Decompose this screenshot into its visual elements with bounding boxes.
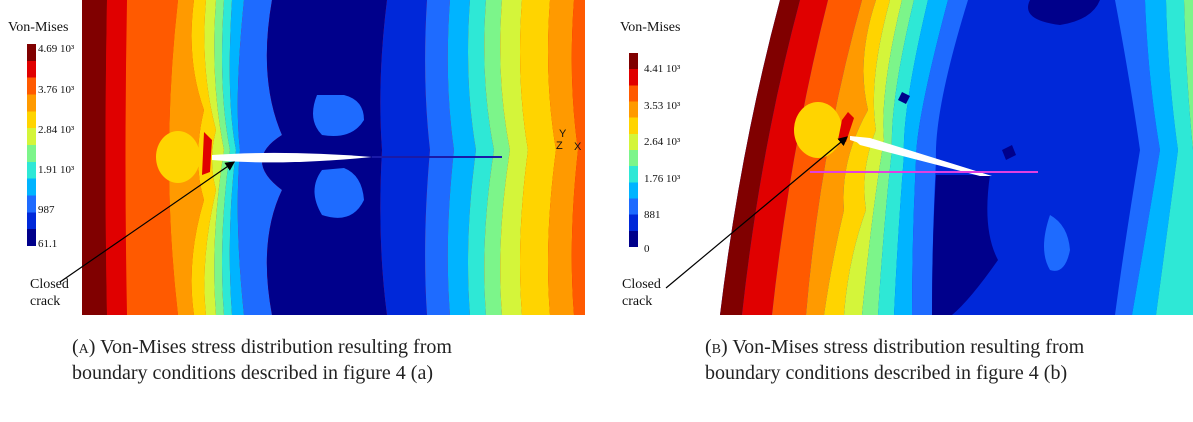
legend-tick-a-1: 4.69 10³ — [38, 43, 75, 55]
legend-title-b: Von-Mises — [620, 20, 681, 35]
legend-tick-a-4: 1.91 10³ — [38, 164, 75, 176]
band-a-yellow-2 — [520, 0, 556, 315]
legend-tick-b-3: 2.64 10³ — [644, 136, 681, 148]
band-a-red — [105, 0, 127, 315]
yellow-spot-a — [156, 131, 200, 183]
annotation-line-2: crack — [30, 294, 61, 309]
color-scale-bar-a — [27, 44, 36, 246]
band-b-cyan-2 — [1156, 0, 1193, 315]
band-a-light-orange-2 — [548, 0, 578, 315]
caption-b: (b) Von-Mises stress distribution result… — [705, 334, 1125, 386]
crack-tip-b — [838, 112, 854, 142]
axis-y-label: Y — [559, 128, 567, 140]
figure-panel-b: Von-Mises 4.41 10³ 3.53 10³ 2.64 10³ 1.7… — [620, 0, 1193, 315]
lobe-a-upper — [313, 95, 364, 136]
axis-x-label: X — [574, 141, 582, 153]
annotation-line-1: Closed — [622, 277, 661, 292]
band-a-lime-2 — [500, 0, 528, 315]
annotation-closed-crack-a: Closed crack — [30, 276, 69, 310]
legend-tick-b-1: 4.41 10³ — [644, 63, 681, 75]
caption-tag-a: (a) — [72, 336, 96, 358]
contour-bands-b — [720, 0, 1193, 315]
axis-z-label: Z — [556, 140, 563, 152]
annotation-closed-crack-b: Closed crack — [622, 276, 661, 310]
legend-tick-b-2: 3.53 10³ — [644, 100, 681, 112]
stress-contour-plot-a: Y Z X — [82, 0, 585, 315]
legend-tick-b-5: 881 — [644, 209, 661, 221]
legend-tick-a-5: 987 — [38, 204, 55, 216]
caption-tag-b: (b) — [705, 336, 728, 358]
band-b-blue-2 — [1115, 0, 1160, 315]
color-scale-bar-b — [629, 53, 638, 247]
navy-speck-1 — [898, 92, 910, 104]
lobe-a-lower — [314, 168, 364, 218]
band-b-cyan — [878, 0, 928, 315]
figure-panel-a: Von-Mises 4.69 10³ 3.76 10³ 2.84 10³ 1.9… — [0, 0, 585, 315]
band-b-lime — [844, 0, 902, 315]
band-b-navy-bottom — [932, 175, 998, 315]
band-b-green-2 — [1184, 0, 1193, 150]
crack-opening-a — [212, 152, 372, 163]
annotation-line-1: Closed — [30, 277, 69, 292]
annotation-line-2: crack — [622, 294, 653, 309]
caption-text-b: Von-Mises stress distribution resulting … — [705, 336, 1085, 384]
legend-tick-a-3: 2.84 10³ — [38, 124, 75, 136]
band-b-blue — [912, 0, 968, 315]
legend-tick-a-2: 3.76 10³ — [38, 84, 75, 96]
yellow-spot-b — [794, 102, 842, 158]
caption-a: (a) Von-Mises stress distribution result… — [72, 334, 492, 386]
band-a-dark-red — [82, 0, 107, 315]
band-b-sky — [894, 0, 948, 315]
caption-text-a: Von-Mises stress distribution resulting … — [72, 336, 452, 384]
legend-tick-b-6: 0 — [644, 243, 650, 255]
crack-opening-b-2 — [850, 136, 992, 176]
band-b-navy-top — [1028, 0, 1100, 25]
legend-tick-b-4: 1.76 10³ — [644, 173, 681, 185]
navy-speck-2 — [1002, 145, 1016, 160]
band-b-green — [862, 0, 914, 315]
band-a-orange-2 — [571, 0, 585, 315]
legend-title-a: Von-Mises — [8, 20, 69, 35]
legend-tick-a-6: 61.1 — [38, 238, 58, 250]
stress-contour-plot-b — [720, 0, 1193, 315]
lobe-b-lower — [1044, 215, 1070, 271]
